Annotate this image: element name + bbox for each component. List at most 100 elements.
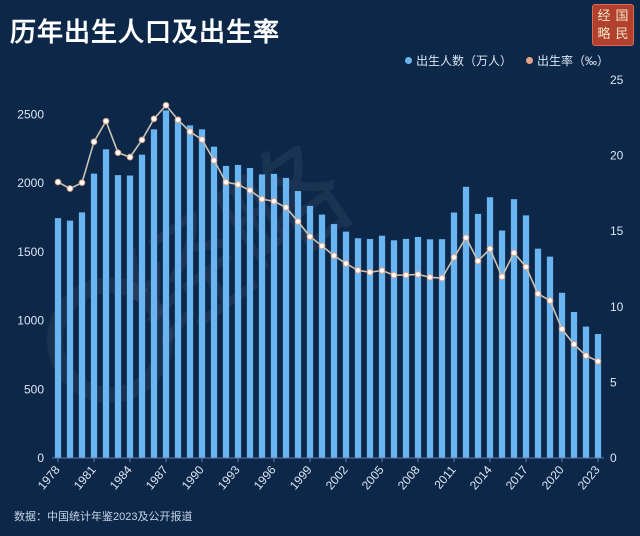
seal-char: 国 — [615, 8, 629, 24]
bar — [498, 230, 506, 458]
seal-logo: 经 国 略 民 — [592, 4, 634, 46]
line-point — [342, 260, 350, 267]
x-tick-label: 2014 — [467, 463, 495, 493]
bar — [318, 214, 326, 458]
bar — [450, 212, 458, 458]
y-left-tick-label: 1500 — [17, 245, 44, 259]
birth-rate-line — [57, 104, 599, 363]
line-point — [210, 157, 218, 164]
x-tick-label: 1996 — [251, 463, 279, 493]
line-point — [570, 340, 578, 348]
line-point — [510, 249, 518, 257]
bar — [558, 292, 566, 458]
line-point — [234, 181, 242, 188]
y-right-tick-label: 15 — [610, 224, 624, 238]
bar — [294, 191, 302, 458]
bar — [246, 167, 254, 459]
x-tick-label: 2005 — [359, 463, 387, 493]
x-axis: 1978 1981 1984 1987 1990 1993 1996 1999 2002 2005… — [35, 457, 604, 493]
bar — [594, 334, 602, 458]
line-point — [498, 273, 506, 281]
bar — [354, 238, 362, 458]
line-point — [102, 117, 110, 125]
line-point — [474, 257, 482, 265]
line-point — [330, 252, 338, 259]
x-tick-label: 2017 — [503, 463, 531, 493]
line-series — [54, 101, 602, 365]
line-point — [114, 149, 122, 157]
bar — [522, 215, 530, 458]
y-right-tick-label: 25 — [610, 73, 624, 87]
bar — [138, 154, 146, 458]
line-point — [534, 290, 542, 298]
y-left-tick-label: 2000 — [17, 176, 44, 190]
line-point — [270, 197, 278, 205]
line-point — [318, 242, 326, 250]
bar — [174, 119, 182, 458]
line-point — [186, 128, 194, 136]
line-point — [462, 234, 470, 242]
bar — [462, 186, 470, 458]
x-tick-label: 2002 — [323, 463, 351, 493]
line-point — [150, 115, 158, 123]
bar — [222, 165, 230, 458]
line-point — [366, 268, 374, 276]
bar — [186, 125, 194, 459]
y-left-tick-label: 1000 — [17, 314, 44, 328]
bar — [330, 224, 338, 458]
bar — [378, 235, 386, 458]
bar — [534, 248, 542, 458]
bar — [78, 212, 86, 458]
x-tick-label: 2008 — [395, 463, 423, 493]
line-point — [66, 185, 74, 192]
bar — [366, 239, 374, 458]
line-point — [558, 325, 566, 333]
bar — [570, 312, 578, 458]
bar — [390, 240, 398, 458]
bar — [150, 129, 158, 458]
x-tick-label: 1984 — [107, 463, 135, 493]
y-right-tick-label: 20 — [610, 149, 624, 163]
line-point — [126, 153, 134, 161]
line-point — [54, 178, 62, 186]
line-point — [198, 136, 206, 143]
legend-label: 出生率（‰） — [537, 54, 610, 68]
y-axis-right: 0 5 10 15 20 25 — [610, 73, 624, 465]
line-point — [438, 274, 446, 282]
source-note: 数据：中国统计年鉴2023及公开报道 — [14, 511, 193, 523]
line-point — [258, 195, 266, 203]
bar — [114, 175, 122, 459]
x-tick-label: 1987 — [143, 463, 171, 493]
bar — [126, 175, 134, 458]
bar — [66, 220, 74, 458]
bar — [426, 239, 434, 458]
legend-item-birth-rate: 出生率（‰） — [526, 52, 609, 69]
x-tick-label: 1990 — [179, 463, 207, 493]
legend-label: 出生人数（万人） — [416, 54, 513, 68]
seal-char: 经 — [597, 8, 611, 24]
chart-legend: 出生人数（万人） 出生率（‰） — [405, 52, 609, 69]
y-right-tick-label: 5 — [610, 375, 617, 389]
bar — [90, 173, 98, 458]
bar — [510, 199, 518, 458]
legend-item-births: 出生人数（万人） — [405, 52, 512, 69]
x-tick-label: 1993 — [215, 463, 243, 493]
bar — [306, 205, 314, 458]
seal-char: 民 — [615, 26, 629, 42]
bar — [474, 213, 482, 458]
line-point — [282, 204, 290, 211]
bar — [270, 173, 278, 458]
y-left-tick-label: 500 — [24, 382, 44, 396]
y-left-tick-label: 0 — [37, 451, 44, 465]
bar — [546, 256, 554, 458]
line-point — [354, 267, 362, 274]
x-tick-label: 1999 — [287, 463, 315, 493]
bar — [402, 238, 410, 458]
line-point — [450, 254, 458, 261]
bar — [438, 239, 446, 458]
line-point — [306, 233, 314, 240]
bar — [102, 149, 110, 458]
bar — [198, 129, 206, 458]
x-tick-label: 1978 — [35, 463, 63, 493]
